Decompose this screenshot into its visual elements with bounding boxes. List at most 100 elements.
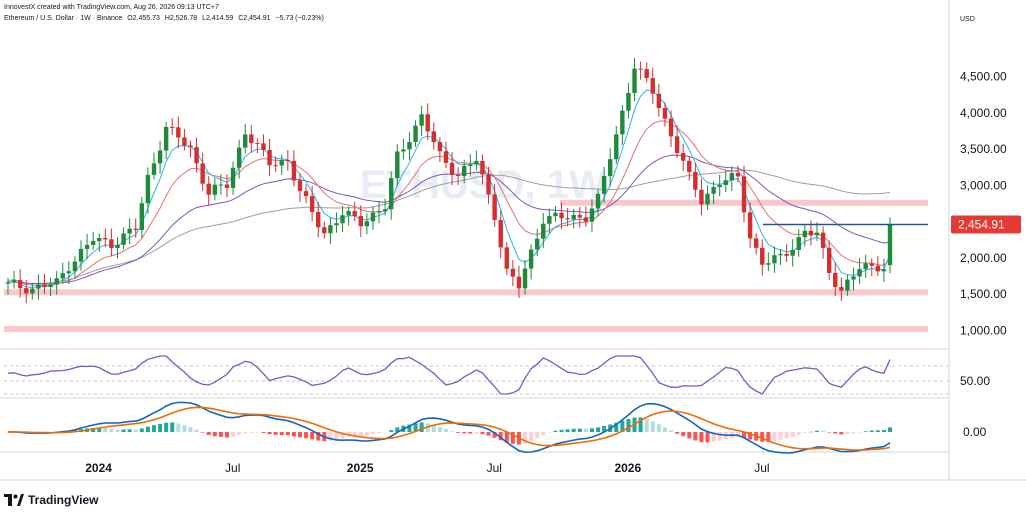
candle-body — [285, 160, 291, 162]
time-axis-label: 2026 — [614, 461, 641, 475]
candle-body — [230, 167, 236, 188]
candle — [455, 167, 461, 186]
candle — [261, 134, 266, 157]
macd-histogram-bar — [675, 432, 680, 434]
macd-histogram-bar — [681, 432, 686, 437]
candle-body — [547, 216, 552, 224]
candle — [753, 233, 759, 255]
candle — [194, 137, 199, 173]
macd-histogram-bar — [669, 430, 674, 432]
candle-body — [504, 247, 509, 269]
candle — [857, 258, 862, 285]
candle — [364, 213, 370, 235]
price-tick-label: 1,500.00 — [960, 287, 1007, 301]
candle — [109, 228, 114, 257]
macd-histogram-bar — [851, 432, 856, 434]
symbol-ohlc-line: Ethereum / U.S. Dollar · 1W · Binance O2… — [4, 15, 327, 22]
macd-histogram-bar — [699, 432, 704, 443]
candle — [833, 262, 838, 296]
candle — [492, 183, 497, 227]
candle-body — [24, 288, 29, 294]
candle-body — [723, 180, 728, 185]
macd-histogram-bar — [796, 432, 801, 435]
candle-body — [382, 209, 388, 212]
macd-histogram-bar — [766, 432, 771, 442]
candle — [72, 256, 78, 279]
macd-histogram-bar — [845, 432, 850, 435]
candle-body — [443, 151, 449, 163]
macd-histogram-bar — [285, 432, 290, 436]
macd-histogram-bar — [742, 432, 747, 438]
candle — [42, 273, 47, 294]
tradingview-logo[interactable]: TradingView — [4, 493, 98, 507]
candle-body — [705, 193, 710, 205]
candle-body — [693, 171, 698, 190]
candle — [516, 265, 522, 298]
candle-body — [583, 217, 589, 222]
macd-histogram-bar — [145, 426, 150, 432]
candle-body — [243, 134, 248, 148]
candle-body — [437, 142, 443, 152]
time-axis-label: 2024 — [85, 461, 112, 475]
candle — [839, 277, 844, 301]
candle — [881, 258, 887, 282]
candle-body — [328, 225, 333, 234]
macd-histogram-bar — [778, 432, 783, 440]
candle — [370, 206, 376, 230]
candle — [766, 252, 771, 272]
macd-histogram-bar — [614, 422, 619, 432]
macd-histogram-bar — [772, 432, 777, 441]
macd-histogram-bar — [97, 427, 102, 432]
candle — [236, 139, 242, 179]
candle — [443, 141, 449, 169]
chart-credit: InnovestX created with TradingView.com, … — [4, 4, 219, 11]
candle-body — [607, 159, 613, 177]
candle — [650, 67, 655, 105]
last-price-label: 2,454.91 — [958, 218, 1005, 232]
macd-histogram-bar — [170, 422, 175, 432]
macd-histogram-bar — [419, 422, 424, 432]
candle — [869, 258, 874, 277]
candle-body — [729, 173, 735, 181]
macd-histogram-bar — [462, 432, 467, 434]
candle — [200, 152, 205, 191]
macd-histogram-bar — [529, 432, 534, 441]
rsi-line — [7, 355, 891, 395]
candle — [541, 213, 546, 249]
macd-histogram-bar — [334, 432, 339, 440]
candle-body — [236, 147, 242, 168]
candle — [626, 83, 631, 119]
candle-body — [139, 203, 145, 230]
candle-body — [194, 147, 199, 164]
time-axis-label: Jul — [225, 461, 240, 475]
candle — [595, 189, 601, 217]
candle — [170, 118, 175, 136]
candle-body — [84, 244, 90, 249]
candle-body — [772, 255, 777, 264]
candle — [97, 233, 102, 252]
candle-body — [42, 284, 47, 287]
candle-body — [559, 212, 564, 219]
macd-histogram-bar — [249, 432, 254, 433]
price-tick-label: 4,500.00 — [960, 70, 1007, 84]
candle — [340, 206, 345, 232]
macd-histogram-bar — [760, 432, 765, 442]
candle — [206, 176, 211, 206]
macd-histogram-bar — [620, 420, 625, 432]
candle-body — [157, 150, 163, 164]
macd-histogram-bar — [273, 432, 278, 435]
support-zone-1500 — [4, 289, 928, 296]
symbol-title[interactable]: Ethereum / U.S. Dollar · 1W · Binance — [4, 15, 123, 22]
macd-histogram-bar — [857, 432, 862, 433]
candle-body — [589, 208, 595, 222]
candle-body — [462, 165, 467, 177]
currency-label[interactable]: USD — [960, 16, 975, 23]
candle-body — [796, 237, 801, 250]
macd-histogram-bar — [121, 429, 126, 432]
macd-histogram-bar — [687, 432, 692, 439]
candle — [863, 254, 868, 278]
candle — [887, 217, 893, 274]
candle — [425, 103, 430, 141]
candle — [547, 208, 552, 234]
